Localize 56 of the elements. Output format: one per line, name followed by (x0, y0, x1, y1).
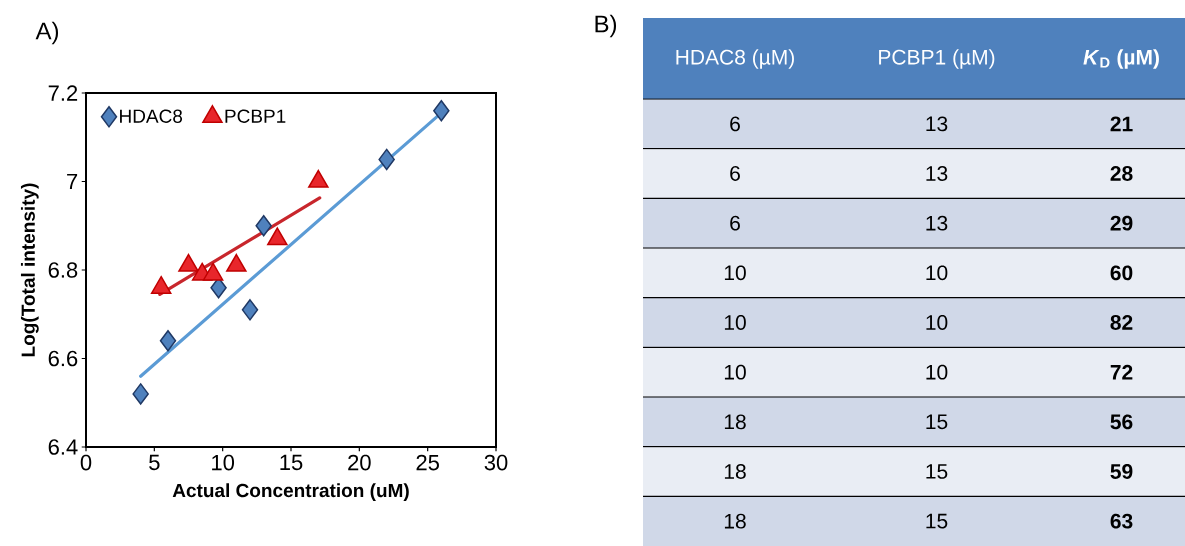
text: 56 (1110, 414, 1133, 430)
text: 18 (724, 464, 746, 479)
x-tick-label: 5 (149, 454, 160, 471)
text: 28 (1110, 166, 1133, 181)
text: 29 (1110, 215, 1133, 231)
point (202, 262, 224, 281)
point (226, 253, 247, 272)
legend-label: PCBP1 (225, 109, 286, 123)
point (308, 169, 329, 188)
text: 21 (1110, 116, 1133, 132)
text: 10 (926, 265, 948, 281)
y-axis-title: Log(Total intensity) (20, 183, 39, 357)
text: 13 (926, 166, 948, 181)
x-tick-label: 15 (280, 454, 303, 471)
point (241, 299, 259, 321)
text: 13 (926, 116, 948, 132)
point (178, 253, 199, 272)
x-tick-label: 20 (348, 454, 371, 471)
text: 10 (926, 364, 948, 380)
point (267, 227, 288, 246)
text: 72 (1110, 364, 1133, 380)
point (132, 383, 149, 405)
category-label: HDAC8 (µM) (676, 49, 794, 69)
y-tick-label: 7 (67, 173, 78, 190)
y-tick-label: 6.8 (48, 262, 78, 278)
category-label: PCBP1 (µM) (879, 49, 995, 69)
y-tick-label: 6.4 (48, 439, 78, 455)
x-axis-title: Actual Concentration (uM) (172, 483, 409, 501)
text: 82 (1110, 315, 1133, 330)
text: 6 (730, 116, 740, 132)
legend-label: HDAC8 (120, 109, 183, 123)
chart-title: A) (35, 21, 59, 45)
text: 10 (724, 265, 746, 281)
text: 15 (926, 513, 948, 529)
text: 15 (926, 414, 948, 430)
text: 13 (926, 215, 948, 231)
x-tick-label: 25 (416, 454, 439, 471)
text: B) (595, 14, 617, 38)
text: 18 (724, 513, 746, 529)
point (150, 275, 172, 294)
x-tick-label: 0 (80, 454, 92, 471)
text: 6 (730, 166, 740, 181)
text: 63 (1110, 513, 1133, 529)
x-tick-label: 10 (212, 454, 235, 471)
text: 60 (1110, 265, 1133, 281)
y-tick-label: 6.6 (48, 350, 78, 367)
y-tick-label: 7.2 (48, 85, 78, 101)
text: 10 (926, 315, 948, 330)
text: 10 (724, 364, 746, 380)
category-label: K$_{D}$ (µM) (1083, 49, 1159, 69)
text: 18 (724, 414, 746, 430)
point (159, 330, 177, 352)
text: 10 (724, 315, 746, 330)
x-tick-label: 30 (484, 454, 508, 471)
text: 59 (1110, 464, 1133, 479)
text: 6 (730, 215, 740, 231)
